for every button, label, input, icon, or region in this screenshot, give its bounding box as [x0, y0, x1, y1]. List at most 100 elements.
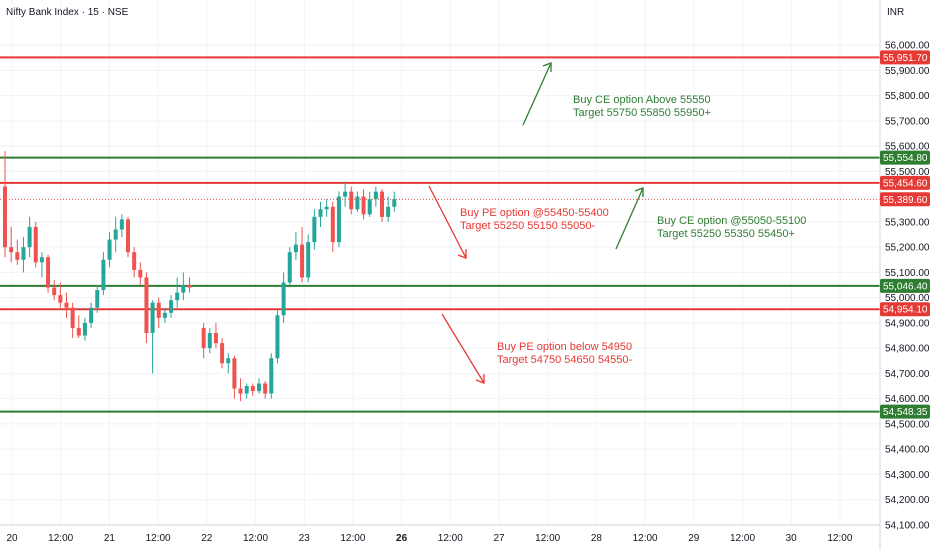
candle-body[interactable] — [306, 242, 311, 278]
candle-body[interactable] — [207, 332, 212, 349]
price-axis[interactable]: 54,100.00 54,200.00 54,300.00 54,400.00 54,5… — [879, 0, 930, 550]
candle-body[interactable] — [238, 388, 243, 394]
y-tick-label: 56,000.00 — [885, 41, 930, 52]
candle-body[interactable] — [156, 302, 161, 318]
candle-body[interactable] — [89, 307, 94, 323]
candle-body[interactable] — [244, 386, 249, 394]
candle-body[interactable] — [150, 302, 155, 333]
candle-body[interactable] — [95, 290, 100, 308]
candle-body[interactable] — [201, 327, 206, 349]
candle-body[interactable] — [336, 196, 341, 243]
x-tick-label: 12:00 — [633, 533, 658, 544]
chart-title: Nifty Bank Index · 15 · NSE — [6, 7, 129, 18]
candle-body[interactable] — [113, 229, 118, 240]
candle-body[interactable] — [373, 191, 378, 200]
price-badge-label: 54,954.10 — [883, 305, 928, 316]
candle-body[interactable] — [380, 191, 384, 217]
price-badge — [880, 302, 930, 317]
arrow-ce-range-head — [634, 187, 644, 197]
candle-body[interactable] — [392, 199, 397, 207]
candle-body[interactable] — [70, 307, 75, 328]
candle-body[interactable] — [3, 186, 7, 248]
annotation-pe-range-line1: Buy PE option @55450-55400 — [460, 207, 609, 219]
candle-body[interactable] — [269, 358, 274, 394]
x-tick-label: 23 — [299, 533, 311, 544]
candle-body[interactable] — [386, 206, 391, 217]
time-axis[interactable]: 20 12:00 21 12:00 22 12:00 23 12:00 26 12:00 27 12:… — [0, 524, 880, 544]
candle-body[interactable] — [361, 196, 366, 215]
candle-body[interactable] — [250, 386, 255, 392]
candle-body[interactable] — [187, 285, 192, 288]
candle-body[interactable] — [355, 196, 360, 210]
price-badge — [880, 278, 930, 293]
candle-body[interactable] — [318, 209, 323, 217]
candle-body[interactable] — [281, 282, 286, 316]
candle-body[interactable] — [324, 206, 329, 210]
candle-body[interactable] — [132, 252, 137, 270]
candle-body[interactable] — [162, 312, 167, 318]
price-badge-label: 55,554.80 — [883, 153, 928, 164]
annotation-pe-range: Buy PE option @55450-55400 Target 55250 … — [460, 207, 609, 232]
candle-body[interactable] — [343, 191, 348, 197]
annotation-ce-range-line1: Buy CE option @55050-55100 — [657, 215, 806, 227]
arrow-ce-above-head — [542, 62, 552, 72]
annotation-pe-range-line2: Target 55250 55150 55050- — [460, 220, 596, 232]
candle-body[interactable] — [64, 302, 69, 308]
y-tick-label: 55,700.00 — [885, 116, 930, 127]
x-tick-label: 12:00 — [730, 533, 755, 544]
y-tick-label: 55,600.00 — [885, 142, 930, 153]
y-tick-label: 54,700.00 — [885, 369, 930, 380]
x-tick-label: 12:00 — [827, 533, 852, 544]
annotation-ce-above-line1: Buy CE option Above 55550 — [573, 94, 711, 106]
y-tick-label: 55,000.00 — [885, 293, 930, 304]
candle-body[interactable] — [27, 226, 32, 248]
candle-body[interactable] — [144, 277, 149, 333]
candle-body[interactable] — [21, 247, 26, 260]
candle-body[interactable] — [287, 252, 292, 283]
price-badge — [880, 50, 930, 65]
candle-body[interactable] — [126, 219, 130, 253]
candle-body[interactable] — [220, 343, 225, 364]
x-tick-label: 27 — [493, 533, 505, 544]
x-tick-label: 28 — [591, 533, 603, 544]
candle-body[interactable] — [263, 383, 268, 394]
candle-body[interactable] — [232, 358, 237, 389]
arrow-pe-range — [428, 185, 467, 259]
price-badge-label: 55,951.70 — [883, 53, 928, 64]
x-tick-label: 12:00 — [146, 533, 171, 544]
candle-body[interactable] — [39, 257, 44, 263]
candle-body[interactable] — [275, 315, 280, 359]
candle-body[interactable] — [15, 252, 20, 260]
candle-body[interactable] — [349, 191, 354, 210]
candles[interactable] — [3, 151, 397, 402]
candle-body[interactable] — [76, 327, 81, 336]
candle-body[interactable] — [46, 257, 51, 288]
candle-body[interactable] — [138, 269, 143, 278]
candle-body[interactable] — [175, 292, 180, 301]
y-tick-label: 54,900.00 — [885, 318, 930, 329]
candle-body[interactable] — [107, 239, 112, 260]
annotation-ce-range: Buy CE option @55050-55100 Target 55250 … — [657, 215, 806, 240]
candle-body[interactable] — [119, 219, 124, 230]
candle-body[interactable] — [169, 300, 174, 313]
candle-body[interactable] — [82, 322, 87, 336]
candle-body[interactable] — [181, 285, 186, 293]
candle-body[interactable] — [312, 216, 317, 243]
candle-body[interactable] — [58, 295, 63, 303]
candle-body[interactable] — [101, 259, 106, 291]
candle-body[interactable] — [367, 199, 372, 215]
candle-body[interactable] — [9, 247, 14, 253]
candle-body[interactable] — [33, 226, 38, 263]
candle-body[interactable] — [300, 244, 305, 278]
price-badges: 55,951.70 55,554.80 55,454.60 55,389.60 55,0… — [880, 50, 930, 419]
candle-body[interactable] — [330, 206, 335, 243]
grid — [0, 0, 880, 526]
y-tick-label: 55,200.00 — [885, 243, 930, 254]
candle-body[interactable] — [213, 332, 218, 344]
candle-body[interactable] — [293, 244, 298, 253]
candle-body[interactable] — [257, 383, 261, 392]
price-badge-label: 55,454.60 — [883, 178, 928, 189]
candle-body[interactable] — [226, 358, 231, 364]
candle-body[interactable] — [52, 287, 57, 296]
